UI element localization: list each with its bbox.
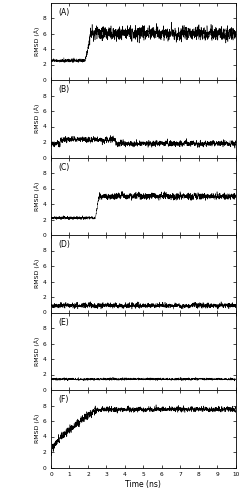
Y-axis label: RMSD (Å): RMSD (Å) [35, 259, 40, 288]
Text: (D): (D) [58, 240, 70, 250]
Text: (F): (F) [58, 396, 69, 404]
X-axis label: Time (ns): Time (ns) [125, 480, 161, 489]
Y-axis label: RMSD (Å): RMSD (Å) [35, 104, 40, 134]
Text: (A): (A) [58, 8, 70, 17]
Text: (E): (E) [58, 318, 69, 327]
Y-axis label: RMSD (Å): RMSD (Å) [35, 182, 40, 211]
Text: (C): (C) [58, 163, 70, 172]
Y-axis label: RMSD (Å): RMSD (Å) [35, 414, 40, 444]
Y-axis label: RMSD (Å): RMSD (Å) [35, 336, 40, 366]
Y-axis label: RMSD (Å): RMSD (Å) [35, 26, 40, 56]
Text: (B): (B) [58, 86, 69, 94]
